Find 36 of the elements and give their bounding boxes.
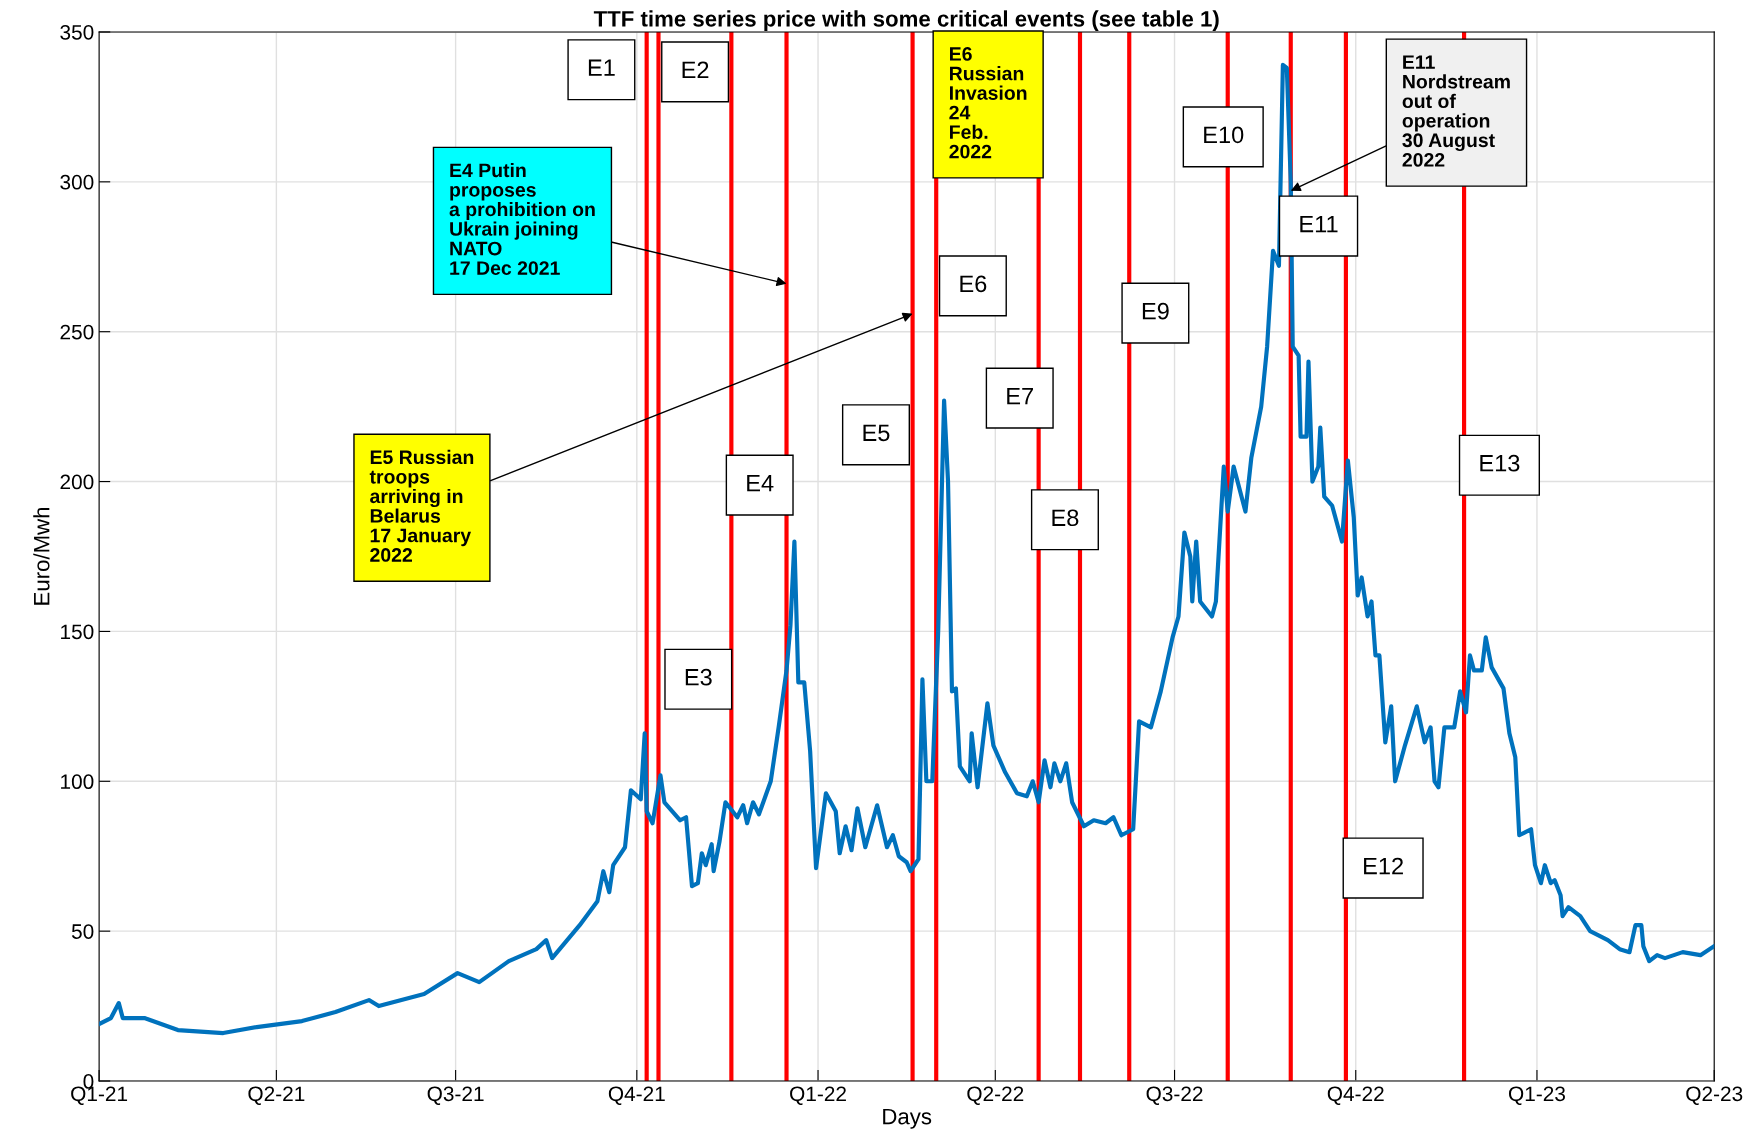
chart-title: TTF time series price with some critical events (see table 1) (593, 10, 1219, 32)
annotation: E11 (1300, 215, 1338, 233)
y-tick-label: 100 (61, 774, 94, 790)
annotation: E1 (588, 59, 615, 76)
annotation: E4 (747, 475, 774, 492)
y-tick-label: 50 (71, 924, 94, 939)
x-tick-label: Q2-21 (248, 1086, 305, 1105)
x-tick-label: Q4-22 (1327, 1086, 1384, 1105)
y-tick-label: 150 (61, 624, 94, 640)
y-axis-title: Euro/Mwh (33, 507, 50, 605)
x-axis-title: Days (883, 1108, 932, 1129)
annotation: E2 (682, 61, 709, 78)
annotation: E5 (863, 424, 890, 442)
x-tick-label: Q4-21 (608, 1086, 665, 1105)
y-tick-label: 250 (60, 324, 94, 340)
annotation: E9 (1142, 302, 1169, 320)
annotation: E3 (685, 668, 712, 686)
annotation: E10 (1204, 126, 1244, 144)
y-tick-label: 350 (60, 24, 94, 40)
y-tick-label: 200 (60, 474, 94, 490)
annotation: E13 (1480, 454, 1520, 472)
x-tick-label: Q1-23 (1509, 1086, 1565, 1105)
annotation: E11 Nordstream out of operation 30 August 2022 (1402, 55, 1510, 167)
annotation: E4 Putin proposes a prohibition on Ukrain joining NATO 17 Dec 2021 (449, 162, 595, 275)
annotation: E5 Russian troops arriving in Belarus 17 January 2022 (369, 449, 474, 562)
annotation: E7 (1007, 387, 1033, 405)
x-tick-label: Q3-21 (427, 1086, 484, 1105)
y-tick-label: 300 (60, 174, 94, 190)
x-tick-label: Q1-22 (790, 1086, 846, 1105)
annotation: E8 (1052, 509, 1079, 527)
annotation: E6 Russian Invasion 24 Feb. 2022 (949, 47, 1027, 159)
x-tick-label: Q3-22 (1146, 1086, 1203, 1105)
annotation: E12 (1364, 857, 1403, 875)
x-tick-label: Q2-23 (1686, 1086, 1743, 1105)
annotation: E6 (960, 275, 987, 293)
x-tick-label: Q2-22 (967, 1086, 1024, 1105)
